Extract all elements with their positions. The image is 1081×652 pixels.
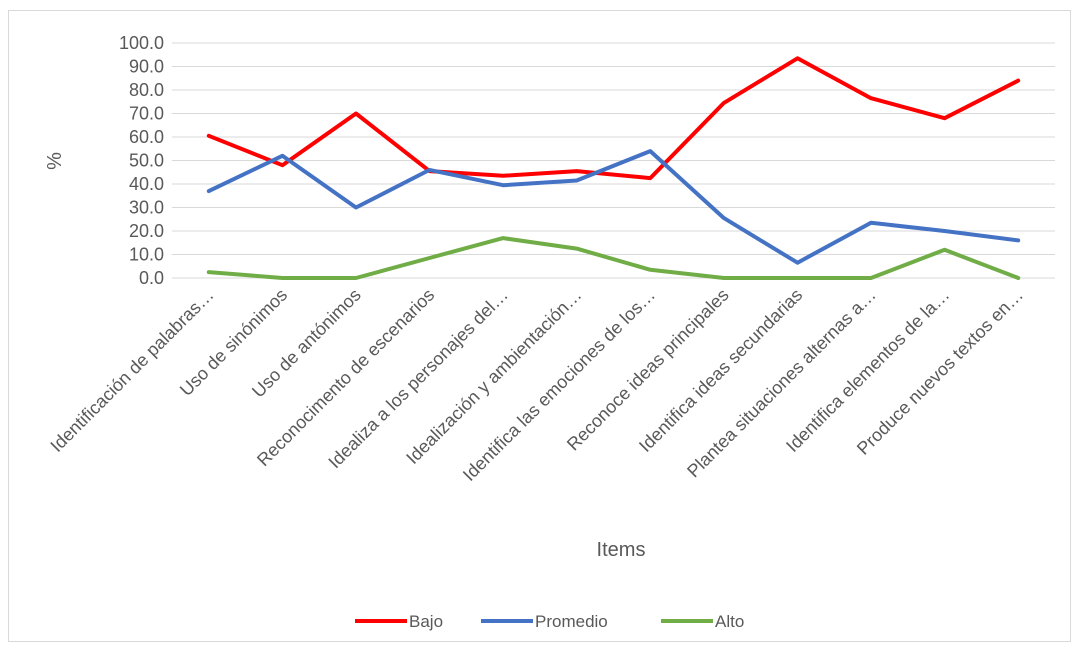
y-tick-label: 0.0 — [139, 268, 164, 288]
y-tick-label: 50.0 — [129, 151, 164, 171]
y-tick-label: 80.0 — [129, 80, 164, 100]
legend-label-bajo: Bajo — [409, 612, 443, 631]
y-tick-labels: 0.0 10.0 20.0 30.0 40.0 50.0 60.0 70.0 80.0 90.0 1… — [119, 33, 164, 288]
y-axis-title: % — [44, 152, 66, 170]
series-line-alto — [206, 236, 1021, 280]
series-line-bajo — [206, 56, 1021, 181]
y-tick-label: 70.0 — [129, 104, 164, 124]
y-tick-label: 90.0 — [129, 57, 164, 77]
x-axis-title: Items — [597, 539, 646, 561]
y-tick-label: 40.0 — [129, 174, 164, 194]
y-tick-label: 60.0 — [129, 127, 164, 147]
legend-label-alto: Alto — [715, 612, 744, 631]
y-tick-label: 30.0 — [129, 198, 164, 218]
chart-frame: 0.0 10.0 20.0 30.0 40.0 50.0 60.0 70.0 80.0 90.0 1… — [8, 10, 1071, 642]
y-tick-label: 100.0 — [119, 33, 164, 53]
series-line-promedio — [206, 149, 1021, 265]
y-tick-label: 20.0 — [129, 221, 164, 241]
x-tick-labels: Identificación de palabras…Uso de sinóni… — [46, 285, 1027, 485]
y-tick-label: 10.0 — [129, 245, 164, 265]
legend-label-promedio: Promedio — [535, 612, 608, 631]
legend: Bajo Promedio Alto — [355, 612, 744, 631]
gridlines — [172, 42, 1055, 279]
line-chart: 0.0 10.0 20.0 30.0 40.0 50.0 60.0 70.0 80.0 90.0 1… — [44, 33, 1055, 631]
series-lines — [206, 56, 1021, 280]
